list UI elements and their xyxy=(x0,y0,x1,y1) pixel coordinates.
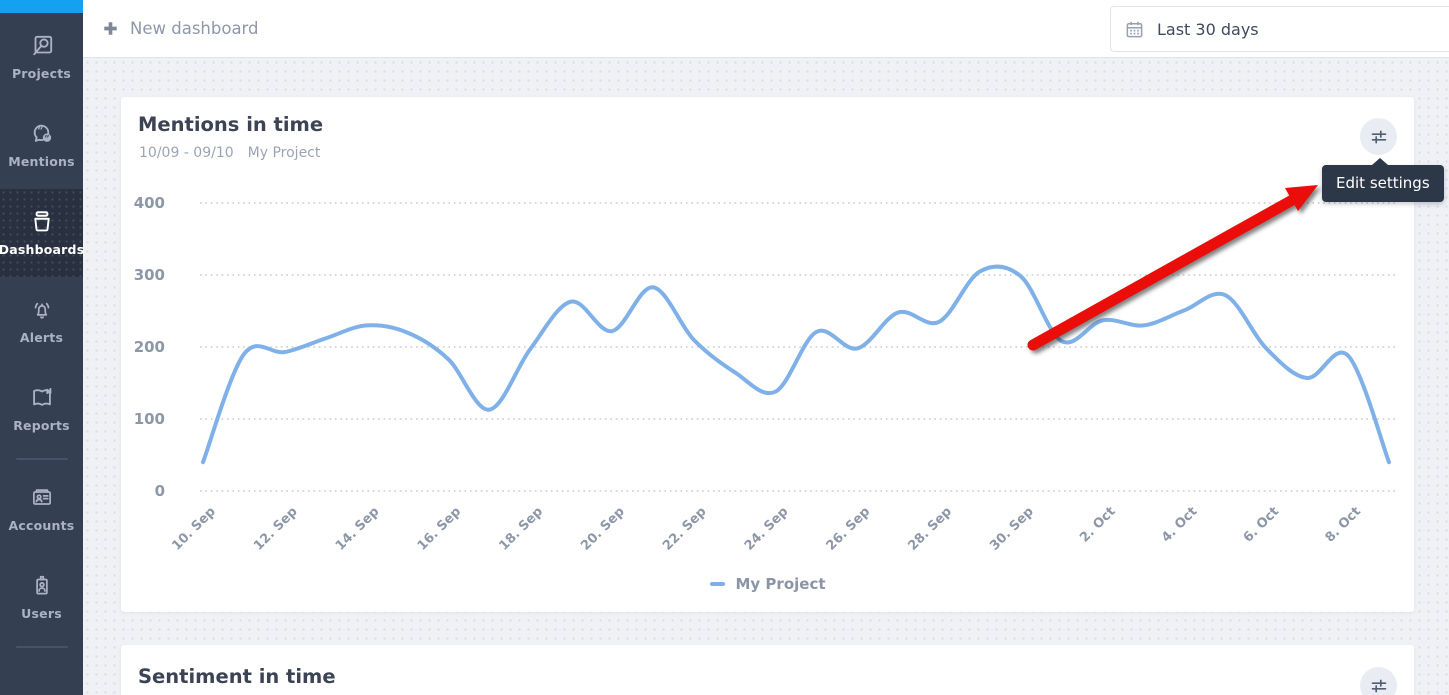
dashboards-icon xyxy=(33,211,50,232)
card-project-name: My Project xyxy=(247,145,321,161)
sidebar-item-projects[interactable]: Projects xyxy=(0,13,83,101)
main-content: Mentions in time 10/09 - 09/10 My Projec… xyxy=(83,58,1449,695)
card-date-range: 10/09 - 09/10 xyxy=(139,145,234,161)
sidebar-item-label: Mentions xyxy=(8,154,75,169)
edit-settings-button[interactable] xyxy=(1360,667,1397,695)
card-title: Sentiment in time xyxy=(138,665,336,688)
card-subtitle: 10/09 - 09/10 My Project xyxy=(139,145,320,161)
svg-text:30. Sep: 30. Sep xyxy=(987,504,1037,554)
mentions-line-chart: 0 100 200 300 400 10. Sep 12. Sep 14. Sep 16. Se… xyxy=(134,194,1398,554)
sidebar-item-reports[interactable]: Reports xyxy=(0,365,83,453)
sidebar-item-label: Users xyxy=(21,606,62,621)
sidebar-item-label: Dashboards xyxy=(0,242,85,257)
svg-text:2. Oct: 2. Oct xyxy=(1077,504,1118,545)
svg-text:0: 0 xyxy=(155,482,165,500)
calendar-icon xyxy=(1126,21,1143,37)
svg-text:16. Sep: 16. Sep xyxy=(415,504,465,554)
svg-text:28. Sep: 28. Sep xyxy=(905,504,955,554)
svg-text:12. Sep: 12. Sep xyxy=(251,504,301,554)
svg-text:14. Sep: 14. Sep xyxy=(333,504,383,554)
sidebar: Projects “ ” Mentions Dashboards Alerts xyxy=(0,0,85,695)
svg-text:400: 400 xyxy=(134,194,165,212)
sidebar-item-accounts[interactable]: Accounts xyxy=(0,465,83,553)
sidebar-item-users[interactable]: Users xyxy=(0,553,83,641)
accent-strip xyxy=(0,0,83,13)
date-range-selector[interactable]: Last 30 days xyxy=(1110,6,1449,52)
edit-settings-button[interactable] xyxy=(1360,118,1397,155)
sidebar-divider xyxy=(15,646,68,648)
svg-text:18. Sep: 18. Sep xyxy=(496,504,546,554)
sentiment-in-time-card: Sentiment in time xyxy=(121,645,1414,695)
sidebar-item-label: Alerts xyxy=(19,330,64,345)
sidebar-item-alerts[interactable]: Alerts xyxy=(0,277,83,365)
svg-text:300: 300 xyxy=(134,266,165,284)
card-title: Mentions in time xyxy=(138,113,324,136)
sliders-icon xyxy=(1371,679,1386,692)
sliders-icon xyxy=(1371,130,1386,143)
sidebar-divider xyxy=(15,458,68,460)
svg-text:20. Sep: 20. Sep xyxy=(578,504,628,554)
svg-text:200: 200 xyxy=(134,338,165,356)
chart-legend: My Project xyxy=(121,575,1414,593)
topbar: New dashboard Last 30 days xyxy=(83,0,1449,58)
date-range-label: Last 30 days xyxy=(1157,19,1259,39)
sidebar-item-label: Accounts xyxy=(8,518,75,533)
new-dashboard-button[interactable]: New dashboard xyxy=(103,0,259,57)
sidebar-item-dashboards[interactable]: Dashboards xyxy=(0,189,85,277)
sidebar-item-mentions[interactable]: “ ” Mentions xyxy=(0,101,83,189)
users-icon xyxy=(35,575,48,595)
svg-text:6. Oct: 6. Oct xyxy=(1241,504,1282,545)
sidebar-item-label: Reports xyxy=(13,418,70,433)
reports-icon xyxy=(32,387,51,406)
accounts-icon xyxy=(32,489,51,505)
svg-text:10. Sep: 10. Sep xyxy=(169,504,219,554)
plus-icon xyxy=(104,22,117,35)
new-dashboard-label: New dashboard xyxy=(130,19,259,38)
sidebar-item-label: Projects xyxy=(11,66,72,81)
legend-color-dash xyxy=(709,582,725,586)
svg-text:22. Sep: 22. Sep xyxy=(660,504,710,554)
svg-text:8. Oct: 8. Oct xyxy=(1323,504,1364,545)
svg-text:26. Sep: 26. Sep xyxy=(824,504,874,554)
svg-text:”: ” xyxy=(44,134,49,145)
projects-icon xyxy=(32,35,52,56)
svg-text:4. Oct: 4. Oct xyxy=(1159,504,1200,545)
svg-text:100: 100 xyxy=(134,410,165,428)
svg-text:“: “ xyxy=(37,124,43,137)
mentions-in-time-card: Mentions in time 10/09 - 09/10 My Projec… xyxy=(121,97,1444,612)
mentions-icon: “ ” xyxy=(33,124,51,145)
legend-label: My Project xyxy=(735,575,826,593)
edit-settings-tooltip: Edit settings xyxy=(1322,158,1444,202)
alerts-icon xyxy=(34,302,49,319)
svg-text:24. Sep: 24. Sep xyxy=(742,504,792,554)
